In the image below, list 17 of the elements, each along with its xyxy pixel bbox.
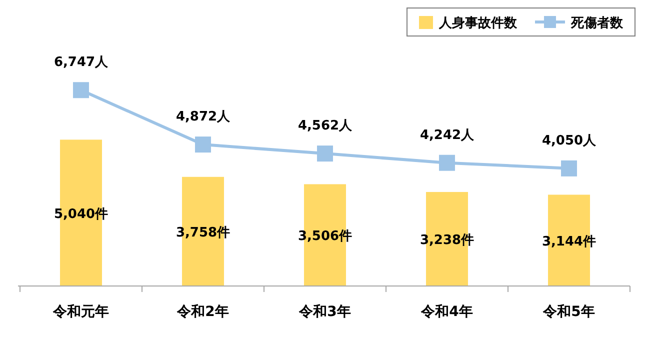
data-label: 4,050人 [542, 133, 598, 148]
point [73, 82, 89, 98]
data-label: 4,242人 [420, 128, 476, 143]
point [195, 136, 211, 153]
point [317, 146, 333, 162]
legend-label: 死傷者数 [570, 16, 624, 31]
x-tick-label: 令和3年 [298, 304, 351, 320]
point [561, 160, 577, 176]
data-label: 4,872人 [176, 110, 232, 125]
data-label: 6,747人 [54, 55, 110, 70]
x-tick-label: 令和元年 [52, 304, 109, 320]
data-label: 4,562人 [298, 118, 354, 134]
legend-label: 人身事故件数 [438, 16, 518, 31]
x-tick-label: 令和4年 [420, 304, 473, 320]
x-tick-label: 令和5年 [542, 304, 595, 320]
x-tick-label: 令和2年 [176, 304, 229, 320]
point [439, 154, 455, 171]
